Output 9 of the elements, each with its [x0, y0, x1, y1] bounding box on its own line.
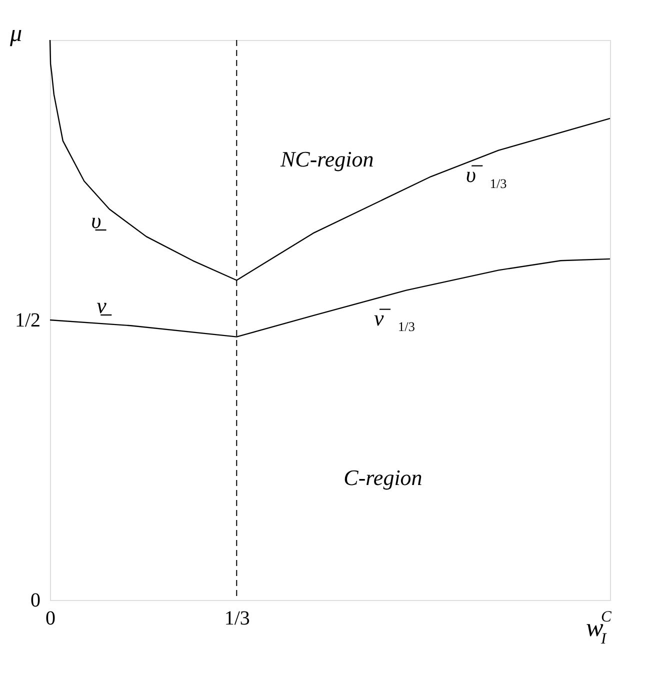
annotation: C-region — [344, 464, 422, 490]
annotation: υ̲ — [91, 208, 108, 233]
annotation: υ̅1/3 — [466, 162, 508, 191]
y-tick-label: 1/2 — [14, 310, 40, 332]
annotation: ν̅1/3 — [374, 305, 416, 334]
y-axis-title: μ — [9, 21, 22, 47]
annotation: NC-region — [280, 146, 374, 172]
annotation: ν̲ — [96, 293, 112, 318]
x-tick-label: 1/3 — [224, 608, 250, 630]
